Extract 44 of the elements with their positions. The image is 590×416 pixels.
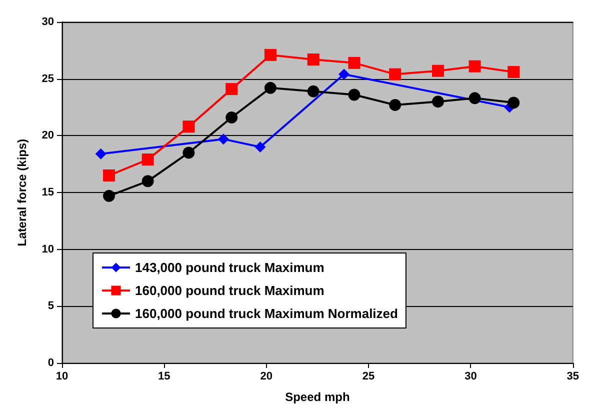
point <box>508 66 520 78</box>
point <box>338 68 350 80</box>
y-axis-title: Lateral force (kips) <box>15 138 29 246</box>
x-tick-label: 30 <box>464 370 477 382</box>
legend-label: 160,000 pound truck Maximum Normalized <box>135 306 398 321</box>
x-axis-title: Speed mph <box>285 390 350 404</box>
point <box>264 82 276 94</box>
x-tick-label: 25 <box>362 370 375 382</box>
point <box>432 96 444 108</box>
point <box>508 96 520 109</box>
legend-label: 143,000 pound truck Maximum <box>135 260 324 275</box>
point <box>307 85 320 98</box>
point <box>142 175 154 188</box>
point <box>95 148 106 160</box>
point <box>142 154 154 166</box>
y-tick-label: 25 <box>42 72 54 85</box>
point <box>218 134 229 145</box>
x-tick-label: 10 <box>56 370 68 382</box>
point <box>389 68 402 80</box>
point <box>182 146 195 159</box>
y-tick-label: 10 <box>42 243 54 256</box>
point <box>468 92 481 104</box>
x-tick-label: 15 <box>158 370 170 382</box>
point <box>432 64 444 77</box>
point <box>389 98 402 111</box>
y-tick-label: 5 <box>48 300 54 312</box>
point <box>182 120 195 133</box>
y-tick-label: 20 <box>42 130 54 142</box>
x-tick-label: 35 <box>566 370 580 382</box>
point <box>264 48 276 61</box>
point <box>307 54 320 66</box>
point <box>103 190 115 202</box>
point <box>468 60 481 72</box>
point <box>226 111 238 124</box>
legend-label: 160,000 pound truck Maximum <box>135 283 324 298</box>
point <box>348 88 360 101</box>
y-tick-label: 30 <box>42 16 54 28</box>
x-tick-label: 20 <box>260 370 272 382</box>
point <box>254 142 266 153</box>
y-tick-label: 15 <box>42 186 54 198</box>
point <box>103 169 115 182</box>
point <box>348 56 360 69</box>
point <box>226 83 238 96</box>
y-tick-label: 0 <box>48 357 54 369</box>
